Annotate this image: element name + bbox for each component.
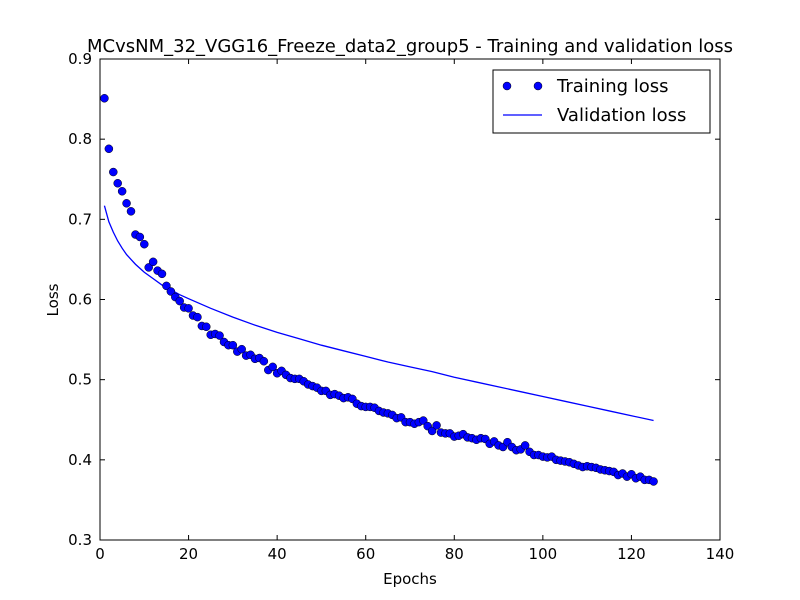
axis-ticks: 0 20 40 60 80 100 120 140 0.3 0.4 0.5 0.6 0.7 0.8 0.9 [68, 50, 734, 563]
training-loss-point [126, 207, 136, 216]
training-loss-point [432, 421, 441, 430]
training-loss-point [268, 362, 277, 372]
x-tick-label: 120 [617, 545, 646, 563]
training-loss-point [649, 477, 658, 486]
chart-title: MCvsNM_32_VGG16_Freeze_data2_group5 - Tr… [87, 36, 733, 57]
legend-training-marker [502, 81, 512, 91]
legend: Training loss Validation loss [492, 69, 711, 134]
training-loss-point [148, 257, 158, 267]
x-axis-label: Epochs [383, 570, 437, 588]
validation-loss-line [103, 205, 654, 422]
x-tick-label: 60 [356, 545, 375, 563]
legend-training-label: Training loss [556, 76, 669, 97]
y-axis-label: Loss [44, 283, 62, 316]
training-loss-point [237, 344, 246, 354]
training-loss-point [184, 304, 193, 313]
axis-labels: MCvsNM_32_VGG16_Freeze_data2_group5 - Tr… [44, 36, 733, 588]
training-loss-point [100, 94, 109, 103]
training-loss-point [122, 199, 131, 208]
training-loss-point [140, 239, 149, 249]
x-tick-label: 140 [706, 545, 735, 563]
training-loss-point [175, 296, 184, 306]
y-tick-label: 0.3 [68, 531, 92, 549]
x-tick-label: 20 [179, 545, 198, 563]
y-tick-label: 0.5 [68, 371, 92, 389]
training-loss-point [228, 340, 238, 350]
y-tick-label: 0.4 [68, 451, 92, 469]
training-loss-point [202, 322, 211, 332]
training-loss-point [117, 187, 127, 196]
x-tick-label: 80 [445, 545, 464, 563]
x-tick-label: 40 [268, 545, 287, 563]
training-loss-point [419, 416, 428, 425]
plot-area [99, 58, 721, 541]
legend-validation-label: Validation loss [557, 105, 686, 126]
training-loss-point [193, 312, 202, 322]
training-loss-point [427, 426, 437, 436]
plot-background [100, 59, 720, 540]
training-loss-point [113, 179, 122, 188]
training-loss-point [104, 144, 114, 154]
x-tick-label: 0 [95, 545, 105, 563]
training-loss-point [162, 281, 171, 291]
training-loss-point [215, 331, 224, 340]
training-loss-point [520, 441, 530, 450]
y-tick-label: 0.7 [68, 210, 92, 228]
training-loss-point [144, 263, 153, 272]
training-loss-point [259, 356, 269, 366]
training-loss-point [135, 232, 145, 242]
training-loss-point [166, 287, 176, 296]
legend-training-marker [533, 81, 543, 91]
training-loss-point [109, 167, 118, 177]
training-loss-point [157, 269, 167, 279]
y-tick-label: 0.8 [68, 130, 92, 148]
legend-box [492, 69, 711, 134]
y-tick-label: 0.9 [68, 50, 92, 68]
x-tick-label: 100 [529, 545, 558, 563]
y-tick-label: 0.6 [68, 291, 92, 309]
